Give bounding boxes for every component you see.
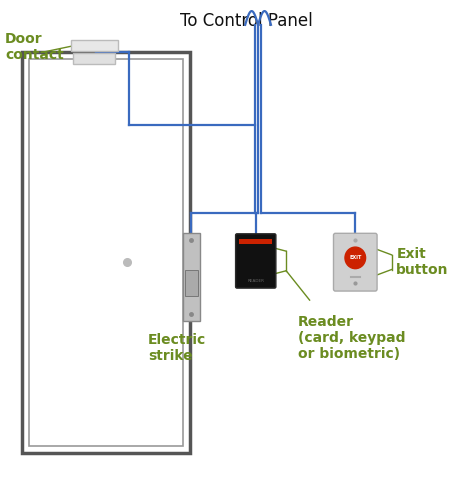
Text: Exit
button: Exit button bbox=[396, 247, 449, 277]
FancyBboxPatch shape bbox=[236, 234, 276, 288]
Bar bbox=[71, 41, 118, 51]
Text: Reader
(card, keypad
or biometric): Reader (card, keypad or biometric) bbox=[298, 315, 405, 361]
Bar bbox=[239, 239, 272, 244]
Bar bbox=[73, 53, 115, 64]
Text: To Control Panel: To Control Panel bbox=[180, 11, 313, 30]
Circle shape bbox=[345, 247, 365, 269]
Text: EXIT: EXIT bbox=[349, 255, 362, 260]
Bar bbox=[21, 51, 190, 453]
Bar bbox=[185, 269, 198, 297]
Text: Electric
strike: Electric strike bbox=[148, 333, 206, 363]
Text: Door
contact: Door contact bbox=[5, 32, 64, 62]
Text: READER: READER bbox=[247, 279, 264, 283]
Bar bbox=[28, 59, 183, 446]
FancyBboxPatch shape bbox=[334, 233, 377, 291]
Bar bbox=[183, 233, 200, 321]
